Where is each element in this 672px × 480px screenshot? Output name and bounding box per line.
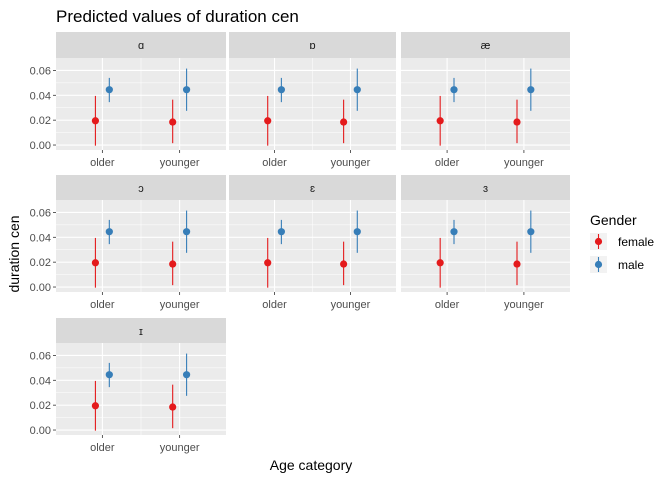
facet-panel: ɒ older younger <box>229 32 396 169</box>
x-tick-label: younger <box>160 157 200 169</box>
x-tick-label: older <box>435 157 460 169</box>
data-point <box>264 259 272 267</box>
y-tick-label: 0.04 <box>30 375 51 387</box>
legend-key: female <box>590 233 654 250</box>
facet-panel: ɑ 0.00 0.02 0.04 0.06 older younger <box>30 32 226 169</box>
data-point <box>513 260 521 268</box>
legend-label: male <box>618 258 644 272</box>
facet-panel: ɜ older younger <box>401 175 570 311</box>
facet-strip <box>229 32 396 58</box>
legend-title: Gender <box>590 212 637 228</box>
x-tick-label: older <box>435 299 460 311</box>
data-point <box>353 228 361 236</box>
y-axis-title: duration cen <box>6 215 22 292</box>
data-point <box>340 118 348 126</box>
y-tick-label: 0.06 <box>30 207 51 219</box>
data-point <box>264 117 272 125</box>
x-tick-label: younger <box>331 157 371 169</box>
data-point <box>91 402 100 410</box>
facet-strip <box>56 175 226 200</box>
data-point <box>182 371 191 379</box>
x-tick-label: younger <box>160 299 200 311</box>
facet-strip-label: ɜ <box>483 183 488 195</box>
data-point <box>169 260 177 268</box>
legend-key-point <box>594 260 603 269</box>
facet-strip-label: ɔ <box>138 183 144 195</box>
x-tick-label: older <box>262 157 287 169</box>
y-tick-label: 0.00 <box>30 282 51 294</box>
data-point <box>513 118 521 126</box>
facet-panel: æ older younger <box>401 32 570 169</box>
facet-strip <box>401 175 570 200</box>
facet-strip-label: ɒ <box>309 40 315 52</box>
data-point <box>105 86 113 94</box>
data-point <box>450 228 458 236</box>
x-tick-label: younger <box>504 157 544 169</box>
legend-label: female <box>618 235 654 249</box>
facet-strip <box>229 175 396 200</box>
data-point <box>182 228 191 236</box>
data-point <box>105 371 113 379</box>
data-point <box>436 259 444 267</box>
chart-title: Predicted values of duration cen <box>56 7 299 26</box>
facet-panel: ɪ 0.00 0.02 0.04 0.06 older younger <box>30 318 226 454</box>
x-tick-label: younger <box>331 299 371 311</box>
y-tick-label: 0.04 <box>30 90 51 102</box>
y-tick-label: 0.04 <box>30 232 51 244</box>
y-tick-label: 0.02 <box>30 400 51 412</box>
data-point <box>527 228 535 236</box>
data-point <box>91 259 100 267</box>
facet-strip <box>56 318 226 343</box>
facet-panel: ɔ 0.00 0.02 0.04 0.06 older younger <box>30 175 226 311</box>
data-point <box>182 86 191 94</box>
data-point <box>277 86 285 94</box>
data-point <box>169 118 177 126</box>
x-tick-label: older <box>90 157 115 169</box>
x-tick-label: older <box>90 442 115 454</box>
data-point <box>527 86 535 94</box>
x-tick-label: younger <box>504 299 544 311</box>
data-point <box>450 86 458 94</box>
y-tick-label: 0.02 <box>30 115 51 127</box>
x-tick-label: older <box>90 299 115 311</box>
facet-strip-label: æ <box>481 40 491 52</box>
facet-strip-label: ɑ <box>138 40 144 52</box>
facet-strip <box>56 32 226 58</box>
facet-panels: ɑ 0.00 0.02 0.04 0.06 older younger ɒ older young… <box>30 32 570 454</box>
data-point <box>277 228 285 236</box>
data-point <box>91 117 100 125</box>
data-point <box>105 228 113 236</box>
data-point <box>353 86 361 94</box>
legend-key: male <box>590 256 644 273</box>
facet-strip <box>401 32 570 58</box>
x-tick-label: older <box>262 299 287 311</box>
data-point <box>436 117 444 125</box>
facet-strip-label: ɛ <box>310 183 315 195</box>
facet-panel: ɛ older younger <box>229 175 396 311</box>
y-tick-label: 0.06 <box>30 65 51 77</box>
legend-key-point <box>594 237 603 246</box>
x-tick-label: younger <box>160 442 200 454</box>
y-tick-label: 0.00 <box>30 425 51 437</box>
facet-strip-label: ɪ <box>139 326 143 338</box>
y-tick-label: 0.02 <box>30 257 51 269</box>
data-point <box>169 403 177 411</box>
y-tick-label: 0.00 <box>30 140 51 152</box>
x-axis-title: Age category <box>270 457 353 473</box>
data-point <box>340 260 348 268</box>
legend: Gender female male <box>590 212 654 273</box>
y-tick-label: 0.06 <box>30 350 51 362</box>
